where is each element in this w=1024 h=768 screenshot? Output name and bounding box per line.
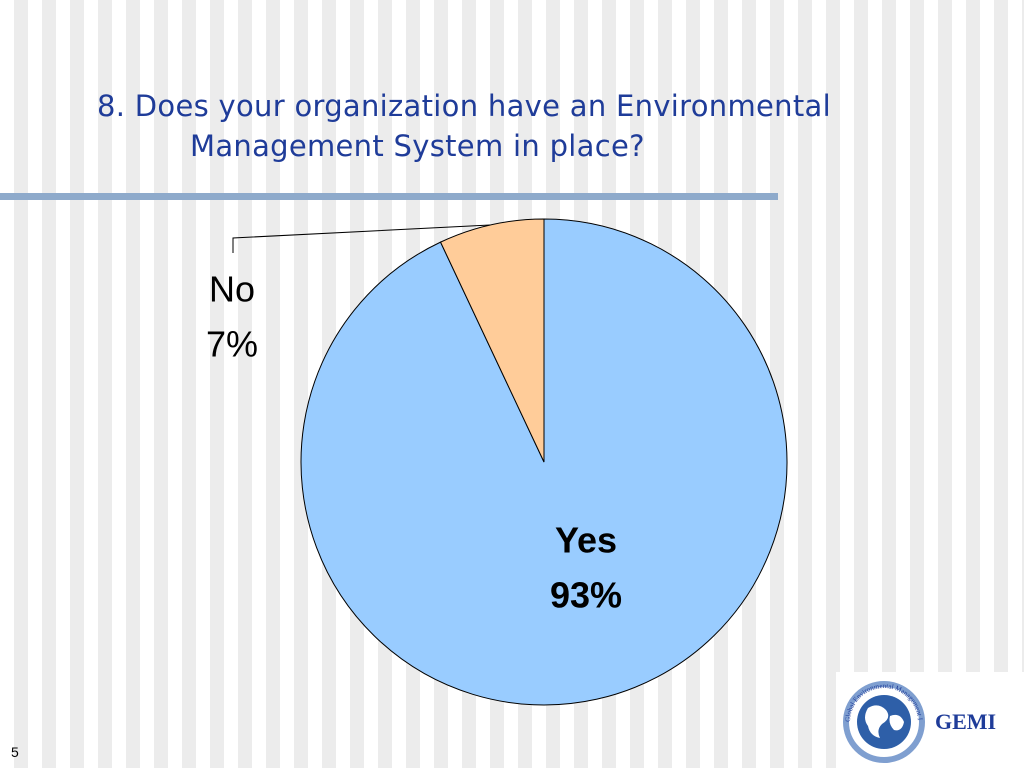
slice-label: Yes	[555, 520, 617, 561]
chart-title: 8. Does your organization have an Enviro…	[97, 89, 831, 163]
logo-continents	[865, 705, 904, 738]
leader-line	[232, 224, 491, 253]
slice-label: No	[209, 269, 255, 310]
slice-value-label: 7%	[206, 324, 258, 365]
logo-text: GEMI	[935, 709, 996, 734]
slide-number: 5	[11, 744, 19, 760]
title-rule	[0, 193, 778, 200]
pie-slice	[439, 218, 545, 463]
slice-value-label: 93%	[550, 575, 622, 616]
